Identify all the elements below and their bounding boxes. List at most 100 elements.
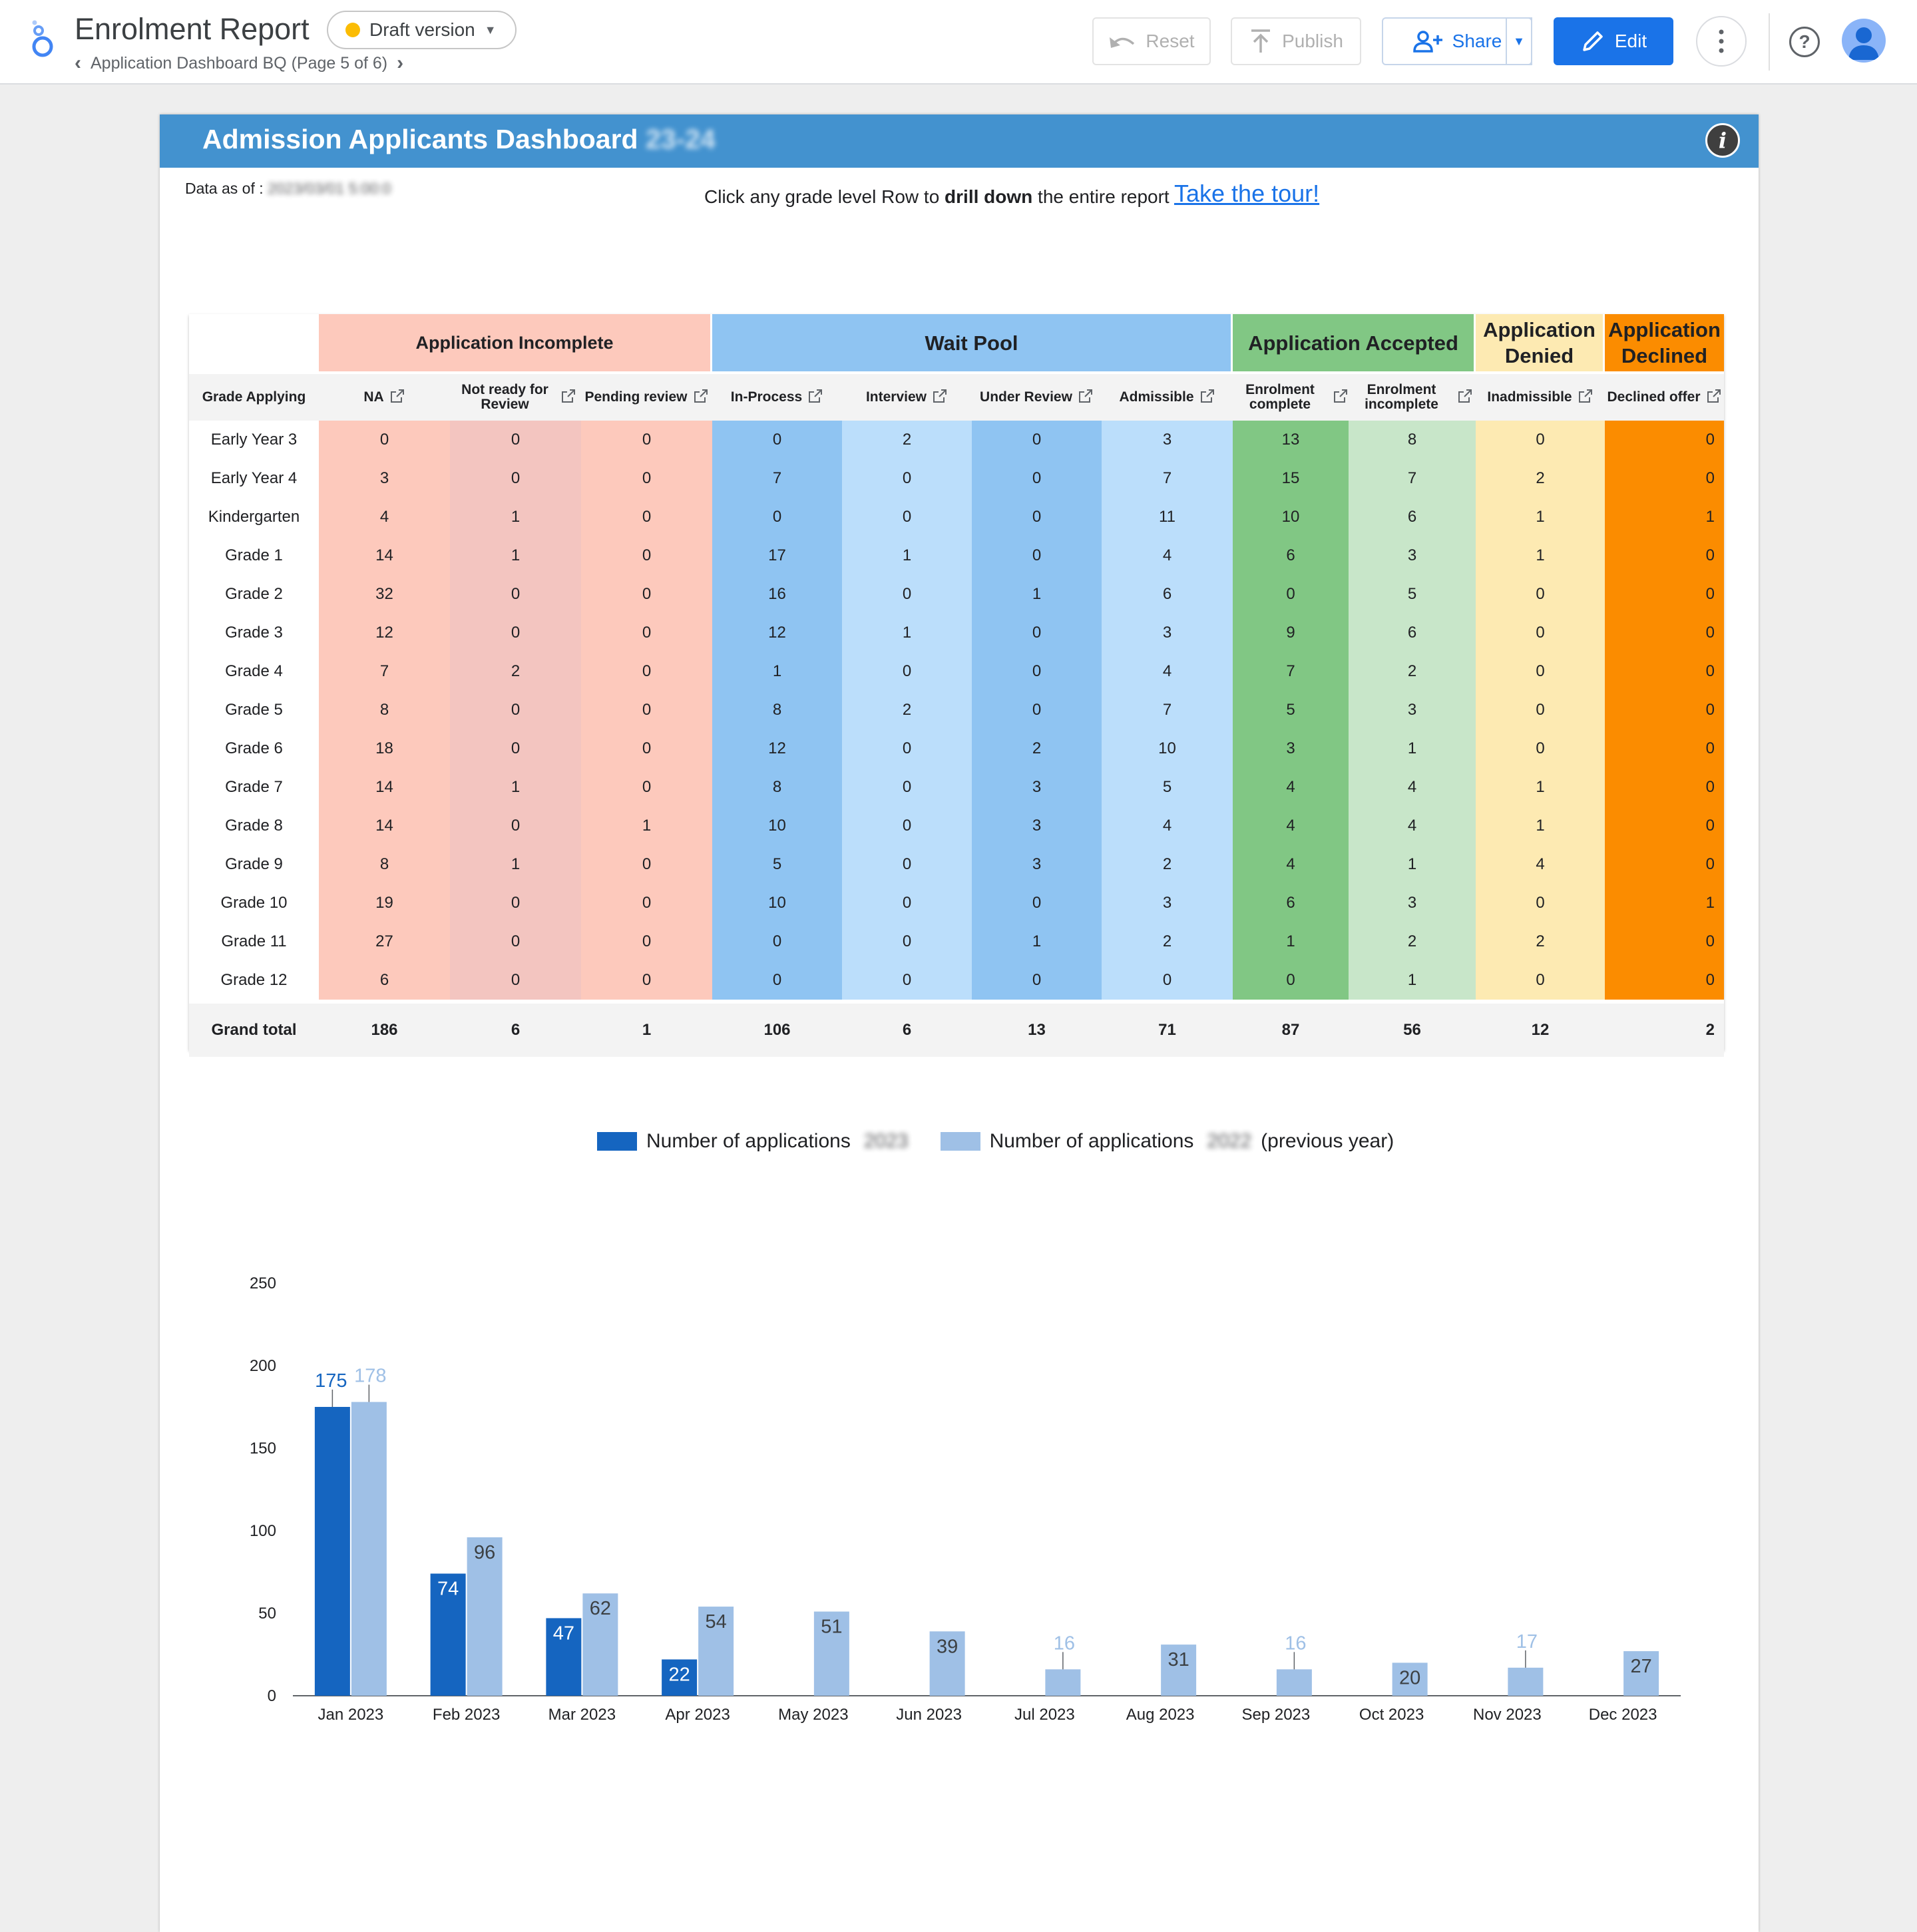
- table-cell[interactable]: 0: [1476, 691, 1605, 729]
- table-cell[interactable]: 1: [1605, 498, 1724, 536]
- table-cell[interactable]: 6: [1102, 575, 1233, 614]
- table-cell[interactable]: 7: [1102, 459, 1233, 498]
- open-in-new-icon[interactable]: [1578, 388, 1594, 407]
- table-cell[interactable]: 0: [1102, 961, 1233, 1000]
- table-cell[interactable]: 16: [712, 575, 842, 614]
- table-cell[interactable]: 10: [1102, 729, 1233, 768]
- table-cell[interactable]: 7: [712, 459, 842, 498]
- open-in-new-icon[interactable]: [1333, 388, 1349, 407]
- table-cell[interactable]: 14: [319, 807, 450, 845]
- column-header[interactable]: Declined offer: [1605, 374, 1724, 421]
- table-cell[interactable]: 0: [450, 575, 581, 614]
- open-in-new-icon[interactable]: [1199, 388, 1215, 407]
- grade-cell[interactable]: Grade 2: [225, 585, 283, 603]
- table-cell[interactable]: 0: [450, 421, 581, 459]
- share-options-dropdown[interactable]: ▼: [1506, 17, 1532, 65]
- table-cell[interactable]: 0: [712, 498, 842, 536]
- table-cell[interactable]: 3: [1349, 691, 1476, 729]
- table-cell[interactable]: 0: [842, 498, 972, 536]
- table-cell[interactable]: 4: [1349, 768, 1476, 807]
- table-cell[interactable]: 0: [842, 922, 972, 961]
- table-cell[interactable]: 0: [1233, 961, 1349, 1000]
- grade-cell[interactable]: Kindergarten: [208, 508, 300, 526]
- table-cell[interactable]: 27: [319, 922, 450, 961]
- table-cell[interactable]: 2: [1102, 922, 1233, 961]
- table-cell[interactable]: 0: [1605, 536, 1724, 575]
- table-cell[interactable]: 1: [1349, 729, 1476, 768]
- table-cell[interactable]: 0: [972, 652, 1102, 691]
- table-cell[interactable]: 1: [972, 922, 1102, 961]
- table-cell[interactable]: 0: [581, 498, 712, 536]
- open-in-new-icon[interactable]: [560, 388, 576, 407]
- grade-cell[interactable]: Grade 10: [220, 894, 288, 912]
- table-cell[interactable]: 0: [1605, 575, 1724, 614]
- table-cell[interactable]: 0: [842, 845, 972, 884]
- table-cell[interactable]: 1: [842, 536, 972, 575]
- table-cell[interactable]: 2: [450, 652, 581, 691]
- open-in-new-icon[interactable]: [1457, 388, 1473, 407]
- table-cell[interactable]: 0: [972, 691, 1102, 729]
- table-cell[interactable]: 6: [319, 961, 450, 1000]
- table-cell[interactable]: 32: [319, 575, 450, 614]
- grade-cell[interactable]: Grade 1: [225, 546, 283, 564]
- table-cell[interactable]: 7: [1349, 459, 1476, 498]
- table-cell[interactable]: 0: [712, 922, 842, 961]
- table-cell[interactable]: 19: [319, 884, 450, 922]
- open-in-new-icon[interactable]: [1078, 388, 1094, 407]
- table-cell[interactable]: 4: [1233, 845, 1349, 884]
- table-cell[interactable]: 0: [319, 421, 450, 459]
- table-cell[interactable]: 5: [1349, 575, 1476, 614]
- table-cell[interactable]: 4: [1102, 652, 1233, 691]
- table-cell[interactable]: 11: [1102, 498, 1233, 536]
- table-cell[interactable]: 1: [1349, 961, 1476, 1000]
- table-cell[interactable]: 0: [1605, 459, 1724, 498]
- table-cell[interactable]: 0: [972, 961, 1102, 1000]
- table-cell[interactable]: 0: [1605, 922, 1724, 961]
- table-cell[interactable]: 7: [319, 652, 450, 691]
- grade-cell[interactable]: Early Year 4: [210, 469, 298, 487]
- table-cell[interactable]: 2: [842, 421, 972, 459]
- table-cell[interactable]: 2: [842, 691, 972, 729]
- table-cell[interactable]: 0: [842, 575, 972, 614]
- table-cell[interactable]: 2: [1102, 845, 1233, 884]
- user-avatar[interactable]: [1842, 19, 1886, 63]
- table-cell[interactable]: 1: [972, 575, 1102, 614]
- table-cell[interactable]: 4: [1476, 845, 1605, 884]
- table-cell[interactable]: 3: [1102, 614, 1233, 652]
- table-cell[interactable]: 7: [1233, 652, 1349, 691]
- table-cell[interactable]: 0: [712, 421, 842, 459]
- column-header[interactable]: Not ready for Review: [450, 374, 581, 421]
- table-cell[interactable]: 3: [972, 807, 1102, 845]
- table-cell[interactable]: 0: [1605, 614, 1724, 652]
- table-cell[interactable]: 0: [1476, 961, 1605, 1000]
- table-cell[interactable]: 0: [712, 961, 842, 1000]
- publish-button[interactable]: Publish: [1231, 17, 1361, 65]
- grade-cell[interactable]: Grade 3: [225, 624, 283, 642]
- table-cell[interactable]: 0: [1233, 575, 1349, 614]
- table-cell[interactable]: 15: [1233, 459, 1349, 498]
- table-cell[interactable]: 0: [581, 614, 712, 652]
- table-cell[interactable]: 0: [1605, 652, 1724, 691]
- table-cell[interactable]: 0: [450, 459, 581, 498]
- open-in-new-icon[interactable]: [932, 388, 948, 407]
- column-header[interactable]: NA: [319, 374, 450, 421]
- table-cell[interactable]: 6: [1349, 498, 1476, 536]
- grade-cell[interactable]: Grade 11: [221, 932, 287, 950]
- table-cell[interactable]: 1: [450, 536, 581, 575]
- table-cell[interactable]: 1: [581, 807, 712, 845]
- table-cell[interactable]: 2: [1349, 652, 1476, 691]
- table-cell[interactable]: 0: [450, 884, 581, 922]
- table-cell[interactable]: 3: [972, 768, 1102, 807]
- draft-version-chip[interactable]: Draft version ▼: [327, 11, 517, 49]
- table-cell[interactable]: 4: [1233, 768, 1349, 807]
- take-the-tour-link[interactable]: Take the tour!: [1174, 180, 1320, 207]
- grade-cell[interactable]: Grade 8: [225, 817, 283, 835]
- table-cell[interactable]: 14: [319, 768, 450, 807]
- grade-cell[interactable]: Grade 4: [225, 662, 283, 680]
- table-cell[interactable]: 0: [1476, 421, 1605, 459]
- table-cell[interactable]: 0: [972, 884, 1102, 922]
- table-cell[interactable]: 0: [581, 652, 712, 691]
- table-cell[interactable]: 1: [1476, 498, 1605, 536]
- table-cell[interactable]: 1: [450, 498, 581, 536]
- table-cell[interactable]: 0: [581, 922, 712, 961]
